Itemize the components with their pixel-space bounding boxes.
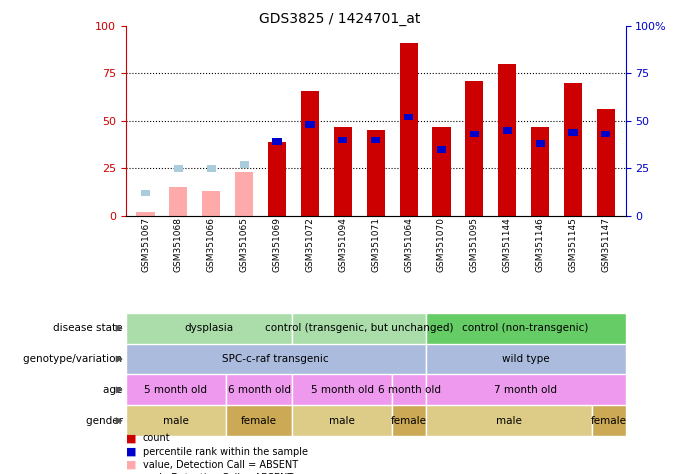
Text: control (non-transgenic): control (non-transgenic) xyxy=(462,323,589,333)
Bar xyxy=(226,374,292,405)
Bar xyxy=(268,142,286,216)
Text: gender: gender xyxy=(86,416,126,426)
Text: ■: ■ xyxy=(126,447,136,457)
Bar xyxy=(207,165,216,172)
Bar xyxy=(126,344,426,374)
Text: count: count xyxy=(143,433,171,444)
Bar xyxy=(564,83,582,216)
Bar xyxy=(404,114,413,120)
Text: 6 month old: 6 month old xyxy=(228,385,290,395)
Bar xyxy=(392,405,426,436)
Text: disease state: disease state xyxy=(53,323,126,333)
Text: value, Detection Call = ABSENT: value, Detection Call = ABSENT xyxy=(143,460,298,470)
Bar xyxy=(601,131,611,137)
Bar xyxy=(371,137,380,143)
Bar xyxy=(531,127,549,216)
Text: control (transgenic, but unchanged): control (transgenic, but unchanged) xyxy=(265,323,454,333)
Bar xyxy=(126,374,226,405)
Bar xyxy=(437,146,446,153)
Bar xyxy=(126,313,292,344)
Bar xyxy=(498,64,516,216)
Text: female: female xyxy=(391,416,427,426)
Bar xyxy=(426,313,626,344)
Text: female: female xyxy=(241,416,277,426)
Text: percentile rank within the sample: percentile rank within the sample xyxy=(143,447,308,457)
Bar xyxy=(174,165,183,172)
Bar xyxy=(239,161,249,168)
Bar xyxy=(338,137,347,143)
Text: SPC-c-raf transgenic: SPC-c-raf transgenic xyxy=(222,354,329,364)
Bar xyxy=(400,43,418,216)
Text: dysplasia: dysplasia xyxy=(184,323,234,333)
Text: male: male xyxy=(163,416,189,426)
Bar xyxy=(334,127,352,216)
Bar xyxy=(235,172,253,216)
Bar xyxy=(536,140,545,147)
Bar xyxy=(226,405,292,436)
Text: age: age xyxy=(103,385,126,395)
Bar xyxy=(597,109,615,216)
Text: ■: ■ xyxy=(126,460,136,470)
Bar xyxy=(292,374,392,405)
Bar xyxy=(141,190,150,196)
Text: male: male xyxy=(329,416,356,426)
Bar xyxy=(137,212,154,216)
Bar xyxy=(426,374,626,405)
Bar xyxy=(592,405,626,436)
Text: 6 month old: 6 month old xyxy=(377,385,441,395)
Bar xyxy=(126,405,226,436)
Text: 5 month old: 5 month old xyxy=(144,385,207,395)
Text: wild type: wild type xyxy=(502,354,549,364)
Bar xyxy=(503,127,512,134)
Bar xyxy=(568,129,577,136)
Text: rank, Detection Call = ABSENT: rank, Detection Call = ABSENT xyxy=(143,473,293,474)
Bar xyxy=(169,187,188,216)
Text: female: female xyxy=(591,416,627,426)
Text: ■: ■ xyxy=(126,433,136,444)
Bar xyxy=(292,313,426,344)
Bar xyxy=(470,131,479,137)
Bar xyxy=(432,127,451,216)
Bar xyxy=(301,91,319,216)
Bar xyxy=(367,130,385,216)
Text: male: male xyxy=(496,416,522,426)
Text: genotype/variation: genotype/variation xyxy=(23,354,126,364)
Bar xyxy=(392,374,426,405)
Bar xyxy=(426,344,626,374)
Bar xyxy=(202,191,220,216)
Bar xyxy=(305,121,315,128)
Text: ■: ■ xyxy=(126,473,136,474)
Text: GDS3825 / 1424701_at: GDS3825 / 1424701_at xyxy=(259,12,421,26)
Text: 5 month old: 5 month old xyxy=(311,385,374,395)
Bar xyxy=(292,405,392,436)
Bar xyxy=(273,138,282,145)
Bar xyxy=(465,81,483,216)
Text: 7 month old: 7 month old xyxy=(494,385,557,395)
Bar xyxy=(426,405,592,436)
